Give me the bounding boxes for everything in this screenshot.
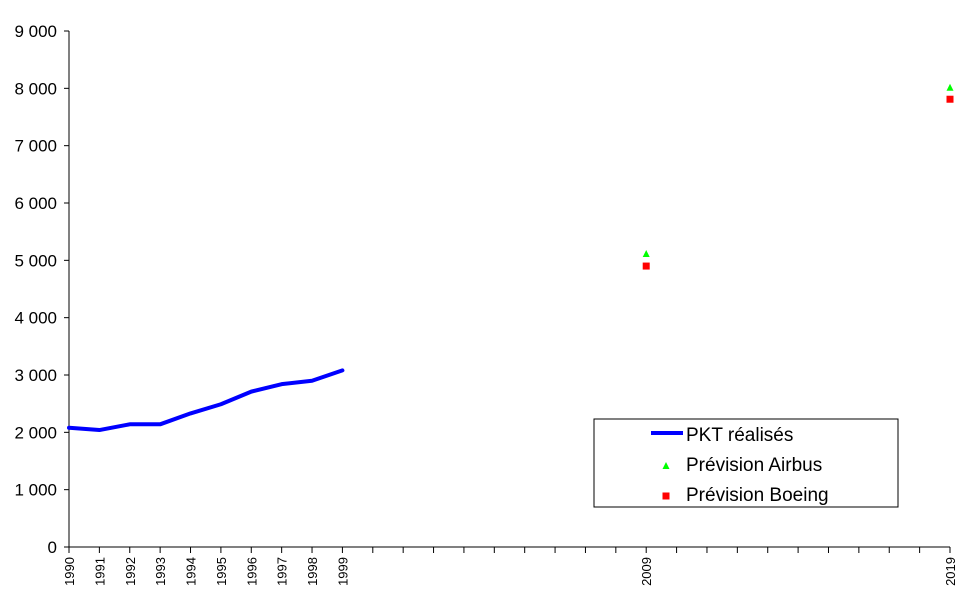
- y-tick-label: 7 000: [14, 137, 57, 156]
- x-tick-label: 2019: [943, 557, 958, 586]
- boeing-point: [642, 262, 650, 270]
- x-tick-label: 1999: [335, 557, 350, 586]
- x-tick-label: 1994: [184, 557, 199, 586]
- y-tick-label: 4 000: [14, 309, 57, 328]
- x-tick-label: 1997: [275, 557, 290, 586]
- legend-triangle-swatch: [662, 462, 670, 469]
- series-line-pkt: [67, 368, 345, 433]
- legend-label-pkt: PKT réalisés: [686, 425, 793, 446]
- axes: 0 1 000 2 000 3 000 4 000 5 000 6 000 7 000 8 00…: [14, 22, 958, 586]
- legend-box: [593, 418, 899, 508]
- x-tick-label: 2009: [639, 557, 654, 586]
- airbus-point: [946, 83, 954, 91]
- airbus-point: [642, 250, 650, 258]
- legend-label-boeing: Prévision Boeing: [686, 485, 829, 506]
- x-tick-label: 1992: [123, 557, 138, 586]
- legend-square-swatch: [662, 492, 670, 500]
- y-tick-label: 8 000: [14, 79, 57, 98]
- y-tick-label: 5 000: [14, 251, 57, 270]
- y-tick-label: 2 000: [14, 423, 57, 442]
- y-tick-label: 1 000: [14, 481, 57, 500]
- boeing-point: [946, 95, 954, 103]
- x-tick-label: 1995: [214, 557, 229, 586]
- y-tick-label: 6 000: [14, 194, 57, 213]
- x-tick-label: 1993: [153, 557, 168, 586]
- y-tick-label: 3 000: [14, 366, 57, 385]
- plot-area: [67, 83, 954, 433]
- y-tick-label: 9 000: [14, 22, 57, 41]
- legend: PKT réalisés Prévision Airbus Prévision …: [593, 418, 899, 508]
- x-tick-label: 1991: [92, 557, 107, 586]
- x-tick-label: 1998: [305, 557, 320, 586]
- x-tick-label: 1990: [62, 557, 77, 586]
- x-tick-label: 1996: [244, 557, 259, 586]
- y-tick-label: 0: [48, 538, 57, 557]
- legend-label-airbus: Prévision Airbus: [686, 455, 822, 476]
